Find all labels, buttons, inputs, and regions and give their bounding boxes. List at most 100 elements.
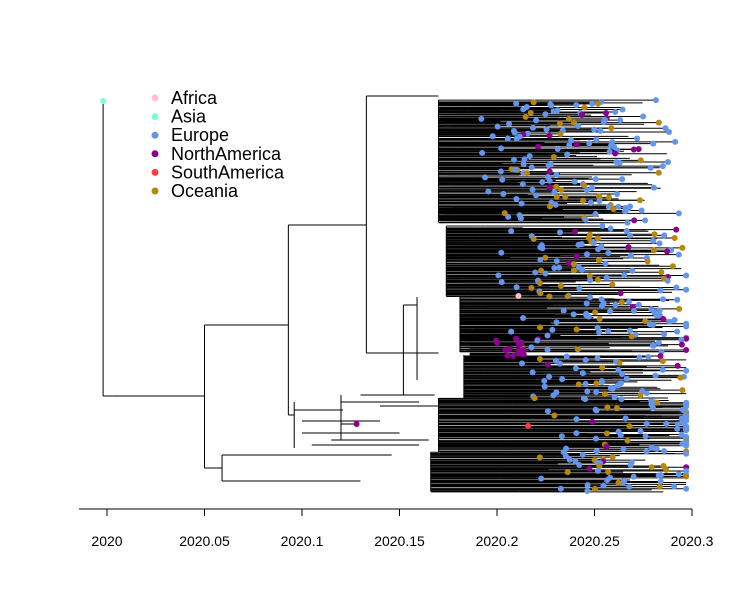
tip-point — [518, 200, 525, 207]
tip-point — [603, 443, 610, 450]
tip-point — [500, 190, 507, 197]
tip-point — [642, 433, 649, 440]
tip-point — [643, 448, 650, 455]
tip-point — [638, 207, 645, 214]
tip-point — [618, 396, 625, 403]
tip-point — [640, 113, 647, 120]
tip-point — [683, 286, 690, 293]
tip-point — [672, 138, 679, 145]
tip-point — [643, 390, 650, 397]
tip-point — [593, 380, 600, 387]
x-axis: 2020 2020.05 2020.1 2020.15 2020.2 2020.25 202… — [79, 508, 714, 549]
tip-point — [683, 442, 690, 449]
tip-point — [589, 100, 596, 107]
tip-point — [630, 473, 637, 480]
tip-point — [504, 352, 511, 359]
tip-point — [544, 332, 551, 339]
tip-point — [655, 339, 662, 346]
tip-point — [519, 360, 526, 367]
tip-point — [601, 391, 608, 398]
tip-point — [678, 341, 685, 348]
tip-point — [634, 135, 641, 142]
tip-point — [513, 135, 520, 142]
tip-point — [533, 192, 540, 199]
tip-point — [573, 141, 580, 148]
tip-point — [528, 284, 535, 291]
tip-point — [557, 130, 564, 137]
tip-point — [575, 381, 582, 388]
tip-point — [683, 427, 690, 434]
tip-point — [556, 229, 563, 236]
tip-point — [502, 347, 509, 354]
tip-point — [656, 240, 663, 247]
legend-marker — [151, 150, 159, 158]
tip-point — [650, 140, 657, 147]
tip-point — [589, 184, 596, 191]
tip-point — [533, 117, 540, 124]
tip-point — [663, 466, 670, 473]
tip-point — [612, 150, 619, 157]
tip-point — [643, 420, 650, 427]
tip-point — [497, 168, 504, 175]
tip-point — [550, 392, 557, 399]
tip-point — [585, 313, 592, 320]
tip-point — [644, 258, 651, 265]
tip-point — [586, 465, 593, 472]
tip-point — [521, 156, 528, 163]
tip-point — [542, 270, 549, 277]
tip-point — [599, 364, 606, 371]
tip-point — [495, 272, 502, 279]
tip-point — [673, 284, 680, 291]
tip-point — [605, 469, 612, 476]
tip-point — [683, 367, 690, 374]
tip-point — [536, 355, 543, 362]
tip-point — [580, 182, 587, 189]
tip-point — [623, 227, 630, 234]
tip-point — [513, 195, 520, 202]
tip-point — [652, 97, 659, 104]
tip-point — [570, 267, 577, 274]
tip-point — [557, 282, 564, 289]
tip-point — [537, 256, 544, 263]
tip-point — [625, 244, 632, 251]
tip-point — [544, 346, 551, 353]
tip-point — [579, 197, 586, 204]
tip-point — [551, 189, 558, 196]
tip-point — [658, 269, 665, 276]
tip-point — [478, 115, 485, 122]
tip-point — [617, 432, 624, 439]
tip-point — [562, 452, 569, 459]
tip-point — [600, 482, 607, 489]
tip-point — [605, 328, 612, 335]
tip-point — [657, 478, 664, 485]
tip-point — [558, 433, 565, 440]
tip-point — [626, 232, 633, 239]
tip-point — [528, 164, 535, 171]
x-tick-label: 2020 — [91, 533, 122, 549]
tip-point — [530, 236, 537, 243]
tip-point — [586, 140, 593, 147]
tip-point — [642, 318, 649, 325]
tip-point — [100, 98, 107, 104]
tip-point — [671, 316, 678, 323]
tip-point — [657, 287, 664, 294]
tip-point — [542, 254, 549, 261]
tip-point — [546, 168, 553, 175]
tip-point — [626, 327, 633, 334]
tip-point — [596, 316, 603, 323]
tip-point — [584, 487, 591, 494]
tip-point — [536, 280, 543, 287]
legend-marker — [151, 168, 159, 176]
tip-point — [615, 203, 622, 210]
tip-point — [482, 174, 489, 181]
tip-point — [587, 294, 594, 301]
tip-point — [528, 344, 535, 351]
tip-point — [657, 352, 664, 359]
tip-point — [683, 473, 690, 480]
legend-label: Europe — [171, 125, 229, 145]
tip-point — [675, 251, 682, 258]
tip-point — [598, 379, 605, 386]
tip-point — [553, 258, 560, 265]
tip-point — [661, 331, 668, 338]
tip-point — [612, 301, 619, 308]
